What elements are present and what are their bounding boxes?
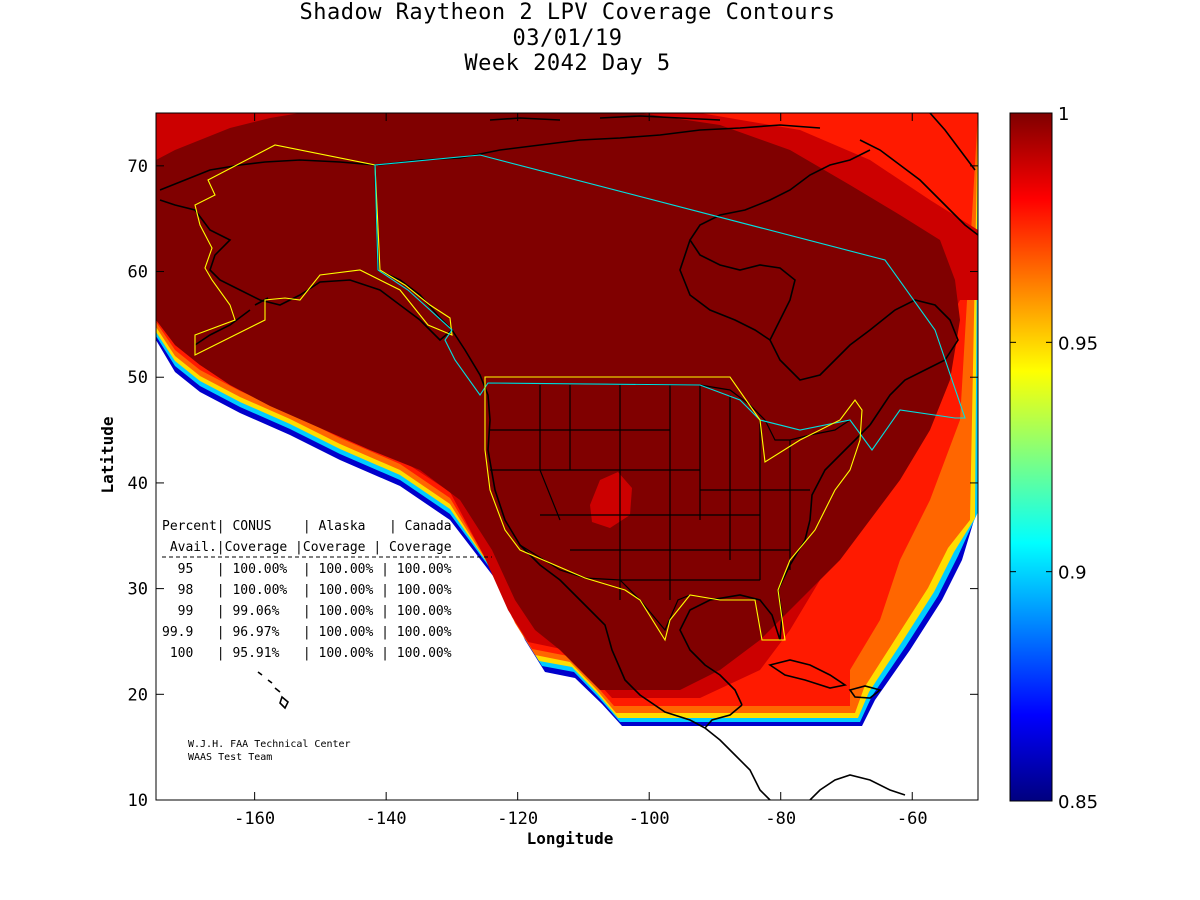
x-axis-label: Longitude — [527, 829, 614, 848]
colorbar-tick-label: 1 — [1058, 104, 1069, 125]
coverage-contours — [156, 113, 978, 726]
plot-frame — [155, 112, 979, 801]
y-tick-label: 40 — [128, 474, 148, 494]
x-tick-label: -100 — [629, 809, 670, 829]
chart-date: 03/01/19 — [512, 26, 623, 51]
coastline-hawaii — [257, 671, 289, 710]
colorbar-tick-label: 0.9 — [1058, 563, 1087, 584]
y-tick-label: 50 — [128, 368, 148, 388]
coastlines — [159, 113, 978, 800]
table-row: 95 | 100.00% | 100.00% | 100.00% — [162, 562, 452, 577]
credit-line-1: W.J.H. FAA Technical Center — [188, 739, 351, 750]
coastline-greenland — [859, 113, 978, 236]
state-lines-horizontal — [490, 429, 810, 581]
coverage-table: Percent| CONUS | Alaska | Canada Avail.|… — [162, 519, 492, 661]
coastline-gulf — [679, 424, 871, 706]
y-tick-label: 70 — [128, 157, 148, 177]
table-row: 98 | 100.00% | 100.00% | 100.00% — [162, 583, 452, 598]
coastline-arctic — [377, 115, 821, 166]
x-axis-ticks: -160 -140 -120 -100 -80 -60 — [234, 113, 928, 829]
canada-service-volume — [374, 154, 966, 451]
y-tick-label: 20 — [128, 685, 148, 705]
chart-title: Shadow Raytheon 2 LPV Coverage Contours — [299, 0, 836, 25]
contour-southwest-patch — [590, 472, 632, 528]
y-axis-label: Latitude — [98, 416, 117, 493]
coastline-cuba — [768, 659, 848, 689]
y-tick-label: 10 — [128, 791, 148, 811]
us-canada-border — [487, 382, 851, 441]
service-volumes — [194, 144, 966, 642]
alaska-service-volume — [194, 144, 453, 356]
table-header-1: Percent| CONUS | Alaska | Canada — [162, 519, 452, 534]
y-tick-label: 30 — [128, 580, 148, 600]
conus-service-volume — [484, 376, 863, 642]
colorbar-tick-label: 0.85 — [1058, 792, 1098, 813]
y-axis-ticks: 10 20 30 40 50 60 70 — [128, 157, 978, 811]
coastline-alaska — [159, 159, 454, 342]
contour-full-coverage — [156, 113, 960, 690]
x-tick-label: -160 — [234, 809, 275, 829]
coastline-south-america — [809, 774, 906, 800]
table-row: 99.9 | 96.97% | 100.00% | 100.00% — [162, 625, 452, 640]
colorbar-ticks: 1 0.95 0.9 0.85 — [1010, 104, 1098, 813]
x-tick-label: -140 — [366, 809, 407, 829]
table-row: 99 | 99.06% | 100.00% | 100.00% — [162, 604, 452, 619]
x-tick-label: -80 — [765, 809, 796, 829]
coastline-northeast — [689, 149, 959, 426]
coastline-aleutians — [194, 297, 269, 346]
x-tick-label: -60 — [897, 809, 928, 829]
table-header-2: Avail.|Coverage |Coverage | Coverage — [162, 540, 452, 555]
chart-week-day: Week 2042 Day 5 — [464, 51, 671, 76]
y-tick-label: 60 — [128, 263, 148, 283]
us-mexico-border — [519, 544, 691, 632]
x-tick-label: -120 — [497, 809, 538, 829]
credit-line-2: WAAS Test Team — [188, 752, 272, 763]
colorbar — [1009, 112, 1053, 802]
coastline-hudson-bay — [679, 239, 771, 341]
colorbar-tick-label: 0.95 — [1058, 333, 1098, 354]
coastline-west — [451, 329, 706, 729]
coastline-central-america — [704, 704, 771, 800]
state-boundaries — [487, 382, 851, 632]
table-row: 100 | 95.91% | 100.00% | 100.00% — [162, 646, 452, 661]
coastline-hispaniola — [848, 685, 882, 699]
